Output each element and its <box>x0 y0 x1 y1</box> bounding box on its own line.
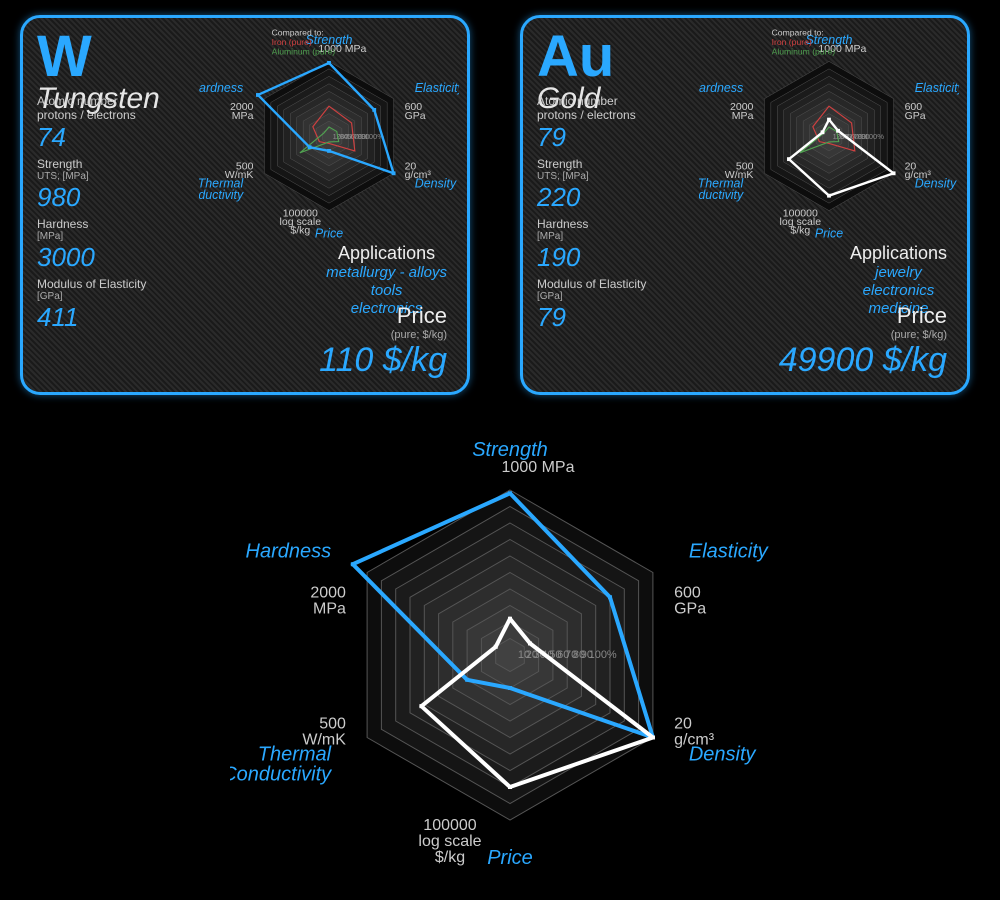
price-label: Price <box>319 303 447 329</box>
modulus-value: 79 <box>537 302 717 333</box>
modulus-unit: [GPa] <box>537 291 717 302</box>
svg-text:20g/cm³: 20g/cm³ <box>674 716 715 749</box>
svg-text:1000 MPa: 1000 MPa <box>502 459 575 476</box>
svg-text:Price: Price <box>315 226 343 240</box>
radar-chart-combined: 102030405060708090100%Strength1000 MPaEl… <box>230 420 790 890</box>
price-value: 110 $/kg <box>319 341 447 380</box>
svg-text:2000MPa: 2000MPa <box>310 585 346 618</box>
svg-text:Elasticity: Elasticity <box>415 81 459 95</box>
atomic-label: Atomic number protons / electrons <box>37 94 217 122</box>
modulus-label: Modulus of Elasticity <box>37 277 217 291</box>
svg-text:Hardness: Hardness <box>246 541 332 563</box>
svg-text:Compared to:: Compared to: <box>272 28 324 38</box>
strength-unit: UTS; [MPa] <box>37 171 217 182</box>
property-column: Atomic number protons / electrons 74 Str… <box>37 90 217 333</box>
svg-text:Compared to:: Compared to: <box>772 28 824 38</box>
svg-text:Hardness: Hardness <box>199 81 243 95</box>
svg-text:600GPa: 600GPa <box>405 101 426 122</box>
strength-label: Strength <box>37 157 217 171</box>
strength-label: Strength <box>537 157 717 171</box>
svg-text:100%: 100% <box>865 132 885 141</box>
svg-text:500W/mK: 500W/mK <box>302 716 346 749</box>
svg-text:Elasticity: Elasticity <box>689 541 769 563</box>
radar-chart-mini: 102030405060708090100%Strength1000 MPaEl… <box>199 26 459 246</box>
svg-text:Iron (pure): Iron (pure) <box>772 37 812 47</box>
strength-unit: UTS; [MPa] <box>537 171 717 182</box>
svg-text:Iron (pure): Iron (pure) <box>272 37 312 47</box>
atomic-label: Atomic number protons / electrons <box>537 94 717 122</box>
strength-value: 220 <box>537 182 717 213</box>
svg-text:20g/cm³: 20g/cm³ <box>405 160 432 181</box>
hardness-unit: [MPa] <box>537 231 717 242</box>
property-column: Atomic number protons / electrons 79 Str… <box>537 90 717 333</box>
svg-text:Price: Price <box>487 847 533 869</box>
hardness-unit: [MPa] <box>37 231 217 242</box>
hardness-label: Hardness <box>37 217 217 231</box>
price-block: Price (pure; $/kg) 110 $/kg <box>319 303 447 380</box>
svg-text:ThermalConductivity: ThermalConductivity <box>230 744 332 786</box>
svg-text:Strength: Strength <box>472 439 548 461</box>
modulus-label: Modulus of Elasticity <box>537 277 717 291</box>
atomic-value: 79 <box>537 122 717 153</box>
svg-text:500W/mK: 500W/mK <box>725 160 754 181</box>
applications-title: Applications <box>850 243 947 264</box>
svg-text:100%: 100% <box>589 649 617 661</box>
atomic-value: 74 <box>37 122 217 153</box>
modulus-value: 411 <box>37 302 217 333</box>
svg-text:20g/cm³: 20g/cm³ <box>905 160 932 181</box>
svg-text:600GPa: 600GPa <box>674 585 706 618</box>
svg-text:2000MPa: 2000MPa <box>730 101 754 122</box>
svg-text:Hardness: Hardness <box>699 81 743 95</box>
hardness-label: Hardness <box>537 217 717 231</box>
svg-text:Aluminum (pure): Aluminum (pure) <box>272 47 336 57</box>
price-value: 49900 $/kg <box>779 341 947 380</box>
svg-text:Price: Price <box>815 226 843 240</box>
radar-chart-mini: 102030405060708090100%Strength1000 MPaEl… <box>699 26 959 246</box>
svg-text:500W/mK: 500W/mK <box>225 160 254 181</box>
modulus-unit: [GPa] <box>37 291 217 302</box>
element-card-tungsten: W Tungsten Atomic number protons / elect… <box>20 15 470 395</box>
hardness-value: 190 <box>537 242 717 273</box>
applications-title: Applications <box>326 243 447 264</box>
element-card-gold: Au Gold Atomic number protons / electron… <box>520 15 970 395</box>
price-block: Price (pure; $/kg) 49900 $/kg <box>779 303 947 380</box>
price-unit: (pure; $/kg) <box>779 329 947 341</box>
hardness-value: 3000 <box>37 242 217 273</box>
svg-text:Elasticity: Elasticity <box>915 81 959 95</box>
svg-text:2000MPa: 2000MPa <box>230 101 254 122</box>
strength-value: 980 <box>37 182 217 213</box>
svg-text:600GPa: 600GPa <box>905 101 926 122</box>
price-label: Price <box>779 303 947 329</box>
svg-text:Aluminum (pure): Aluminum (pure) <box>772 47 836 57</box>
price-unit: (pure; $/kg) <box>319 329 447 341</box>
svg-text:100000log scale$/kg: 100000log scale$/kg <box>418 817 481 866</box>
